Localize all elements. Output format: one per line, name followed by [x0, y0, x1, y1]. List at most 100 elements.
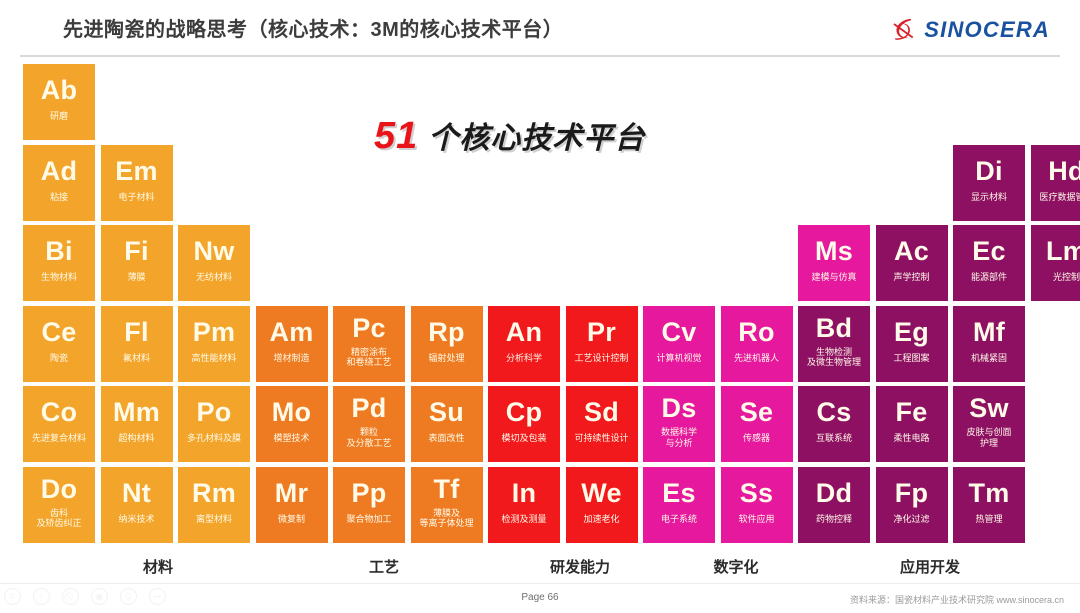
sinocera-swirl-logo-icon [893, 18, 914, 40]
tile-sw[interactable]: Sw 皮肤与创面 护理 [953, 386, 1025, 462]
tile-nw[interactable]: Nw 无纺材料 [178, 225, 250, 301]
tile-bd[interactable]: Bd 生物检测 及微生物管理 [798, 305, 870, 382]
tile-pc[interactable]: Pc 精密涂布 和卷绕工艺 [333, 305, 405, 382]
tile-fl[interactable]: Fl 氟材料 [100, 305, 173, 382]
tile-symbol: We [581, 477, 622, 508]
tile-eg[interactable]: Eg 工程图案 [875, 305, 948, 382]
tile-ab[interactable]: Ab 研磨 [23, 64, 95, 140]
tile-label: 柔性电路 [893, 433, 930, 443]
tile-label: 辐射处理 [428, 352, 465, 363]
tile-ad[interactable]: Ad 粘接 [23, 144, 95, 221]
tile-symbol: Bi [45, 236, 73, 266]
tile-label: 可持续性设计 [574, 433, 629, 443]
tile-fp[interactable]: Fp 净化过滤 [875, 466, 948, 543]
tile-fe[interactable]: Fe 柔性电路 [875, 386, 948, 462]
tile-symbol: Fe [895, 397, 928, 427]
tile-label: 药物控释 [815, 513, 852, 524]
group-label-process: 工艺 [368, 559, 399, 576]
camera-icon: ▣ [91, 588, 108, 605]
tile-rp[interactable]: Rp 辐射处理 [410, 305, 483, 382]
tile-em[interactable]: Em 电子材料 [100, 144, 173, 221]
tile-ac[interactable]: Ac 声学控制 [875, 225, 948, 301]
tile-tf[interactable]: Tf 薄膜及 等离子体处理 [410, 466, 483, 543]
tile-hd[interactable]: Hd 医疗数据管理 [1030, 144, 1080, 221]
tile-label: 分析科学 [505, 352, 542, 363]
tile-symbol: Ds [661, 393, 697, 423]
tile-symbol: Bd [815, 312, 853, 343]
tile-ss[interactable]: Ss 软件应用 [720, 466, 793, 543]
tile-symbol: Sw [969, 393, 1009, 423]
tile-label: 皮肤与创面 护理 [966, 427, 1012, 448]
group-label-rd: 研发能力 [549, 559, 610, 576]
tile-label: 增材制造 [273, 352, 310, 363]
tile-tm[interactable]: Tm 热管理 [953, 466, 1025, 543]
tile-fi[interactable]: Fi 薄膜 [100, 225, 173, 301]
source-label: 资料来源：国瓷材料产业技术研究院 [849, 595, 994, 605]
tile-label: 纳米技术 [118, 513, 155, 524]
tile-mf[interactable]: Mf 机械紧固 [953, 305, 1025, 382]
tile-symbol: Fi [124, 236, 149, 266]
tile-ro[interactable]: Ro 先进机器人 [720, 305, 793, 382]
tile-mm[interactable]: Mm 超构材料 [100, 386, 173, 462]
header-divider [20, 55, 1060, 57]
tile-label: 聚合物加工 [346, 513, 392, 524]
tile-label: 超构材料 [118, 433, 155, 443]
tile-label: 工艺设计控制 [574, 352, 629, 363]
tile-dd[interactable]: Dd 药物控释 [798, 466, 870, 543]
tile-label: 先进机器人 [733, 352, 779, 363]
tile-symbol: Am [269, 316, 314, 347]
tile-lm[interactable]: Lm 光控制 [1030, 225, 1080, 301]
tile-symbol: Mo [271, 397, 312, 427]
group-label-digital: 数字化 [713, 559, 759, 576]
tile-symbol: Tm [968, 477, 1010, 508]
tile-pm[interactable]: Pm 高性能材料 [178, 305, 250, 382]
tile-ec[interactable]: Ec 能源部件 [953, 225, 1025, 301]
tile-cs[interactable]: Cs 互联系统 [798, 386, 870, 462]
tile-pp[interactable]: Pp 聚合物加工 [333, 466, 405, 543]
tile-in[interactable]: In 检测及测量 [488, 466, 560, 543]
tile-ce[interactable]: Ce 陶瓷 [23, 305, 95, 382]
tile-an[interactable]: An 分析科学 [488, 305, 560, 382]
tile-rm[interactable]: Rm 离型材料 [178, 466, 250, 543]
tile-label: 陶瓷 [49, 352, 68, 363]
search-icon: Q [120, 588, 137, 605]
tile-ds[interactable]: Ds 数据科学 与分析 [643, 386, 715, 462]
tile-mo[interactable]: Mo 模塑技术 [255, 386, 328, 462]
tile-label: 先进复合材料 [31, 433, 86, 443]
tile-label: 无纺材料 [195, 272, 232, 282]
tile-symbol: Em [115, 155, 158, 186]
tile-co[interactable]: Co 先进复合材料 [23, 386, 95, 462]
tile-sd[interactable]: Sd 可持续性设计 [565, 386, 638, 462]
tile-label: 互联系统 [815, 433, 852, 443]
tile-symbol: Ec [972, 236, 1006, 266]
tile-nt[interactable]: Nt 纳米技术 [100, 466, 173, 543]
tile-cp[interactable]: Cp 模切及包装 [488, 386, 560, 462]
tile-we[interactable]: We 加速老化 [565, 466, 638, 543]
tile-ms[interactable]: Ms 建模与仿真 [798, 225, 870, 301]
tile-symbol: Pr [586, 316, 617, 347]
no-entry-icon: ⃠ [62, 588, 79, 605]
tile-se[interactable]: Se 传感器 [720, 386, 793, 462]
tile-label: 生物检测 及微生物管理 [806, 346, 861, 368]
tile-di[interactable]: Di 显示材料 [953, 144, 1025, 221]
tile-symbol: In [511, 477, 537, 508]
tile-bi[interactable]: Bi 生物材料 [23, 225, 95, 301]
brand-name: SINOCERA [924, 17, 1050, 42]
tile-symbol: Po [196, 397, 232, 427]
tile-label: 离型材料 [195, 513, 232, 524]
tile-es[interactable]: Es 电子系统 [643, 466, 715, 543]
tile-cv[interactable]: Cv 计算机视觉 [643, 305, 715, 382]
tile-pr[interactable]: Pr 工艺设计控制 [565, 305, 638, 382]
tile-pd[interactable]: Pd 颗粒 及分散工艺 [333, 386, 405, 462]
tile-symbol: Dd [815, 477, 853, 508]
link-icon: ⊶ [149, 588, 166, 605]
tile-label: 齿科 及矫齿纠正 [36, 507, 82, 529]
tile-label: 模切及包装 [501, 433, 547, 443]
tile-do[interactable]: Do 齿科 及矫齿纠正 [23, 466, 95, 543]
tile-symbol: Mm [112, 397, 161, 427]
tile-symbol: Mf [972, 316, 1006, 347]
tile-mr[interactable]: Mr 微复制 [255, 466, 328, 543]
tile-am[interactable]: Am 增材制造 [255, 305, 328, 382]
tile-po[interactable]: Po 多孔材料及膜 [178, 386, 250, 462]
tile-su[interactable]: Su 表面改性 [410, 386, 483, 462]
